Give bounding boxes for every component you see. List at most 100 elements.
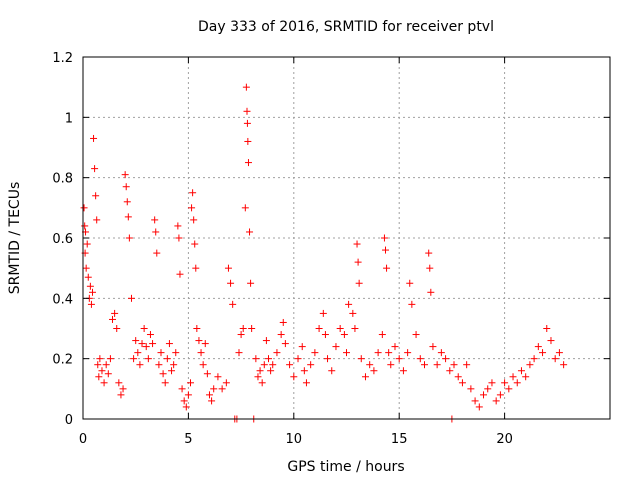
data-point: [138, 340, 146, 348]
data-point: [471, 397, 479, 405]
data-point: [426, 264, 434, 272]
axis-ticks: [82, 56, 610, 420]
data-point: [144, 355, 152, 363]
data-point: [543, 325, 551, 332]
data-point: [199, 361, 207, 369]
data-point: [315, 325, 323, 332]
data-point: [222, 379, 230, 387]
y-tick-label: 0.6: [52, 232, 73, 247]
data-point: [302, 379, 310, 387]
data-point: [505, 385, 513, 393]
data-point: [172, 349, 180, 357]
data-point: [203, 370, 211, 378]
data-point: [391, 343, 399, 351]
data-point: [132, 337, 140, 345]
data-point: [197, 349, 205, 357]
data-point: [235, 349, 243, 357]
data-point: [530, 355, 538, 363]
x-tick-label: 0: [79, 432, 87, 447]
data-point: [243, 119, 251, 127]
data-point: [555, 349, 563, 357]
data-point: [82, 264, 90, 272]
data-point: [191, 240, 199, 248]
data-point: [463, 361, 471, 369]
data-point: [381, 246, 389, 254]
data-point: [328, 367, 336, 375]
data-point: [155, 361, 163, 369]
data-point: [94, 361, 102, 369]
data-point: [142, 343, 150, 351]
data-point: [281, 340, 289, 348]
data-point: [509, 373, 517, 381]
data-point: [98, 367, 106, 375]
data-point: [458, 379, 466, 387]
data-point: [91, 165, 99, 173]
data-point: [146, 331, 154, 339]
data-point: [243, 107, 251, 115]
y-tick-label: 1.2: [52, 51, 73, 66]
data-point: [201, 340, 209, 348]
data-point: [488, 379, 496, 387]
data-point: [300, 367, 308, 375]
data-point: [83, 240, 91, 248]
data-point: [106, 355, 114, 363]
data-point: [355, 279, 363, 287]
data-point: [90, 134, 98, 142]
data-point: [517, 367, 525, 375]
data-point: [345, 300, 353, 308]
data-point: [248, 325, 256, 332]
x-tick-label: 15: [391, 432, 408, 447]
data-point: [349, 309, 357, 317]
data-point: [311, 349, 319, 357]
data-point: [168, 367, 176, 375]
data-point: [522, 373, 530, 381]
data-point: [467, 385, 475, 393]
data-point: [88, 288, 96, 296]
data-point: [262, 337, 270, 345]
data-point: [399, 367, 407, 375]
data-point: [383, 264, 391, 272]
data-point: [560, 361, 568, 369]
data-point: [113, 325, 121, 332]
data-point: [180, 397, 188, 405]
data-point: [195, 337, 203, 345]
data-point: [95, 373, 103, 381]
data-point: [254, 373, 262, 381]
data-point: [163, 355, 171, 363]
data-point: [84, 273, 92, 281]
data-point: [159, 370, 167, 378]
data-point: [269, 361, 277, 369]
data-point: [404, 349, 412, 357]
data-point: [188, 204, 196, 212]
data-point: [214, 373, 222, 381]
data-point: [492, 397, 500, 405]
data-point: [121, 171, 129, 179]
data-point: [244, 137, 252, 145]
data-point: [93, 216, 101, 224]
data-point: [319, 309, 327, 317]
data-point: [115, 379, 123, 387]
data-point: [218, 385, 226, 393]
data-point: [165, 340, 173, 348]
data-point: [208, 397, 216, 405]
data-point: [484, 385, 492, 393]
data-point: [290, 373, 298, 381]
data-point: [117, 391, 125, 399]
data-point: [279, 318, 287, 326]
data-point: [153, 249, 161, 257]
data-point: [157, 349, 165, 357]
x-axis-label: GPS time / hours: [287, 459, 404, 475]
data-point: [237, 331, 245, 339]
data-point: [258, 379, 266, 387]
tick-labels: 0 0.2 0.4 0.6 0.8 1 1.2 0 5 10 15 20: [52, 51, 513, 447]
chart-title: Day 333 of 2016, SRMTID for receiver ptv…: [198, 19, 494, 35]
data-point: [92, 192, 100, 200]
data-point: [134, 349, 142, 357]
data-point: [242, 83, 250, 91]
data-point: [534, 343, 542, 351]
data-point: [366, 361, 374, 369]
data-point: [175, 234, 183, 242]
data-point: [152, 228, 160, 236]
data-point: [408, 300, 416, 308]
data-point: [265, 355, 273, 363]
